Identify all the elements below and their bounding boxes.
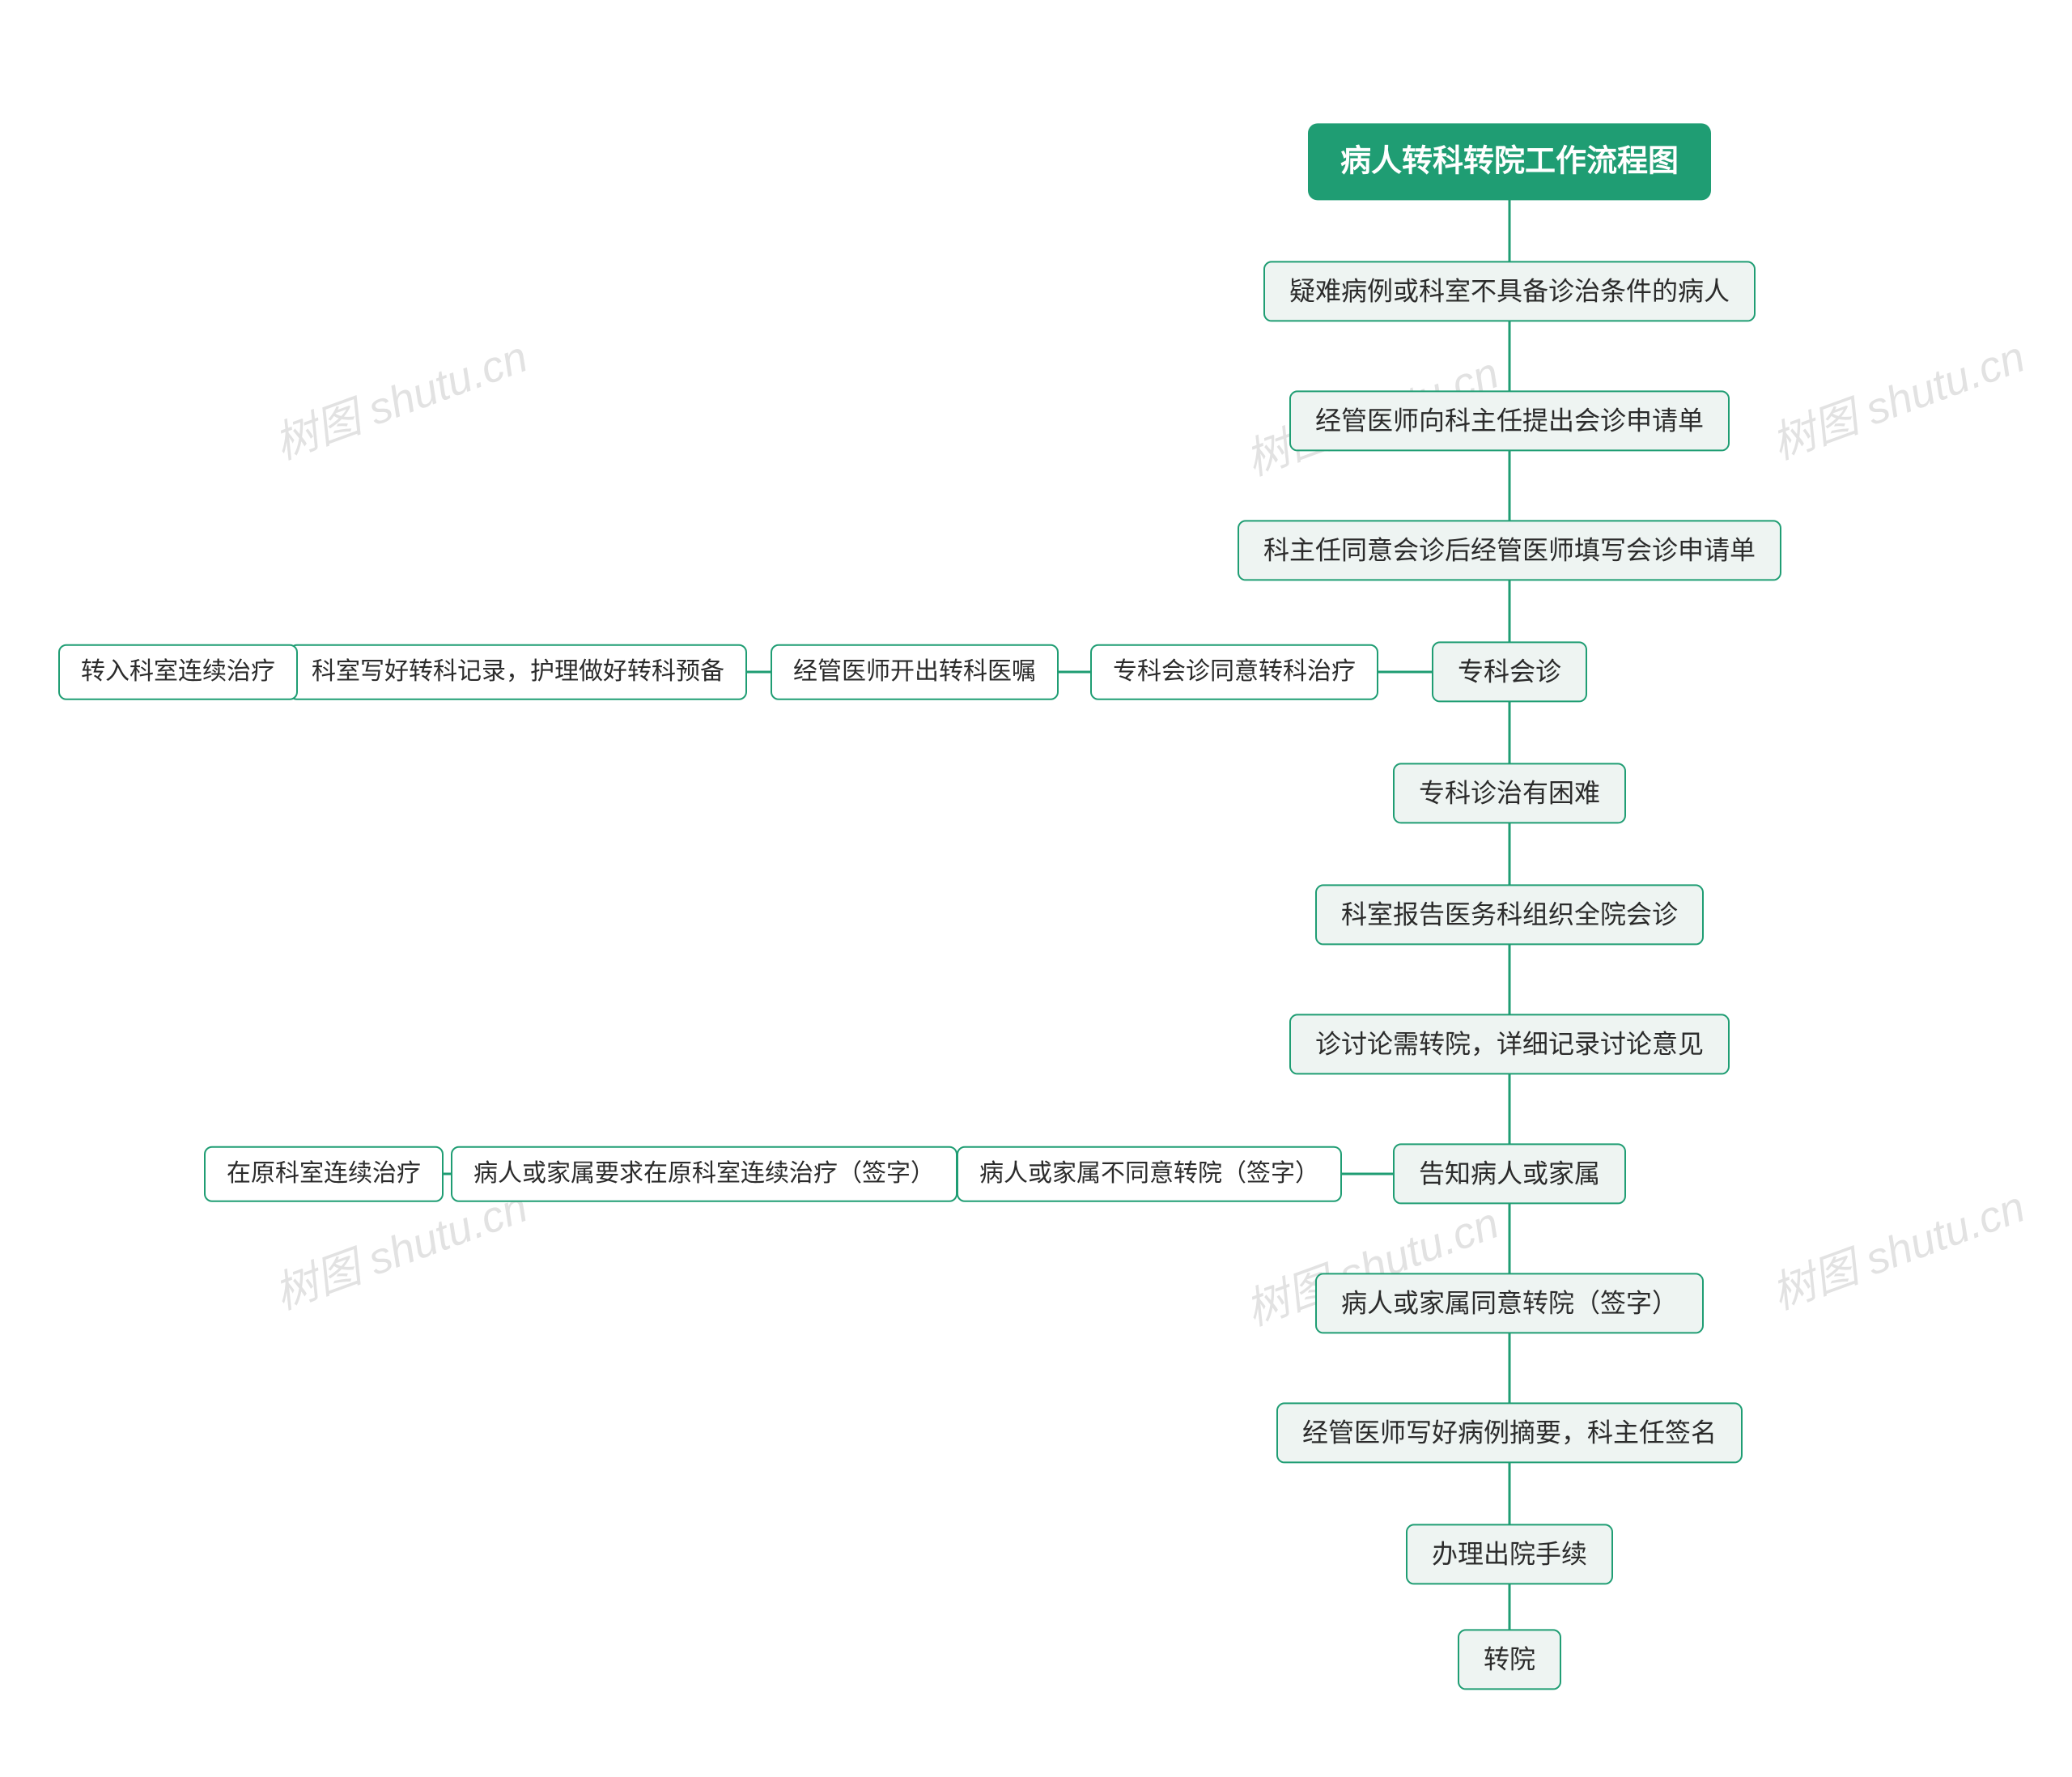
node-s8c: 在原科室连续治疗 — [204, 1146, 444, 1202]
node-m9: 病人或家属同意转院（签字） — [1315, 1273, 1704, 1333]
node-m6: 科室报告医务科组织全院会诊 — [1315, 884, 1704, 945]
node-s4d: 转入科室连续治疗 — [58, 644, 298, 700]
edge-layer — [0, 0, 2072, 1777]
node-s4a: 专科会诊同意转科治疗 — [1090, 644, 1378, 700]
node-m4: 专科会诊 — [1432, 641, 1587, 702]
node-s4b: 经管医师开出转科医嘱 — [771, 644, 1059, 700]
node-m1: 疑难病例或科室不具备诊治条件的病人 — [1263, 261, 1756, 321]
node-s8a: 病人或家属不同意转院（签字） — [957, 1146, 1342, 1202]
node-m11: 办理出院手续 — [1406, 1524, 1613, 1584]
node-m12: 转院 — [1458, 1629, 1561, 1690]
watermark: 树图 shutu.cn — [264, 321, 534, 471]
node-m3: 科主任同意会诊后经管医师填写会诊申请单 — [1238, 520, 1781, 580]
node-m7: 诊讨论需转院，详细记录讨论意见 — [1289, 1014, 1730, 1074]
node-s8b: 病人或家属要求在原科室连续治疗（签字） — [451, 1146, 957, 1202]
node-m5: 专科诊治有困难 — [1393, 763, 1626, 823]
node-root: 病人转科转院工作流程图 — [1308, 123, 1711, 200]
flowchart-canvas: 树图 shutu.cn树图 shutu.cn树图 shutu.cn树图 shut… — [0, 0, 2072, 1777]
node-m8: 告知病人或家属 — [1393, 1143, 1626, 1204]
watermark: 树图 shutu.cn — [1761, 321, 2032, 471]
watermark: 树图 shutu.cn — [1761, 1171, 2032, 1321]
node-m2: 经管医师向科主任提出会诊申请单 — [1289, 390, 1730, 451]
node-m10: 经管医师写好病例摘要，科主任签名 — [1276, 1402, 1743, 1463]
node-s4c: 科室写好转科记录，护理做好转科预备 — [289, 644, 747, 700]
